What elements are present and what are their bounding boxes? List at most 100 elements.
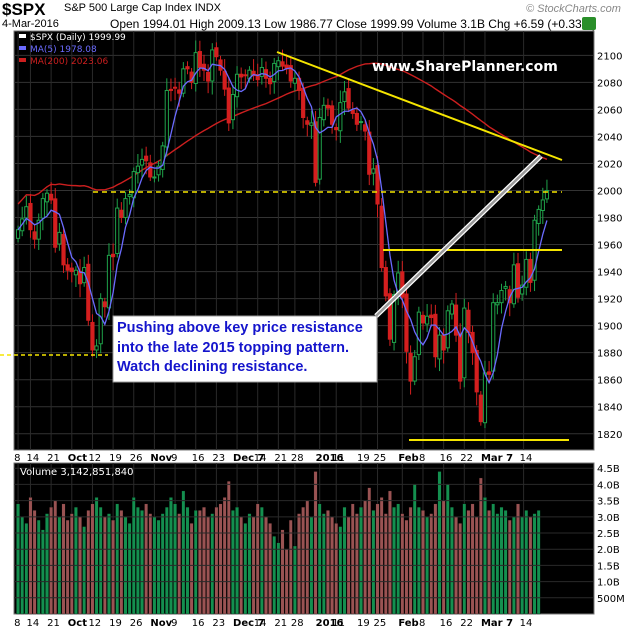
- volume-bar: [458, 523, 462, 615]
- volume-bar: [288, 519, 293, 615]
- y-tick-label: 1860: [597, 376, 622, 387]
- volume-bar: [90, 503, 95, 615]
- x-tick-label: 2016: [316, 453, 344, 464]
- candle-body: [462, 307, 467, 379]
- candle-body: [280, 61, 285, 67]
- volume-bar: [127, 523, 132, 615]
- annotation-text: Pushing above key price resistance into …: [117, 320, 363, 375]
- volume-bar: [115, 503, 120, 615]
- volume-bar: [260, 506, 264, 615]
- candle-body: [115, 207, 120, 254]
- x-tick-label-bottom: 2016: [316, 618, 344, 629]
- candle-body: [243, 74, 248, 77]
- volume-bar: [255, 503, 260, 615]
- candle-body: [544, 189, 550, 200]
- x-tick-label-bottom: 16: [192, 618, 205, 629]
- volume-bar: [466, 510, 471, 615]
- candle-body: [164, 89, 169, 148]
- candle-body: [144, 155, 149, 162]
- volume-bar: [359, 506, 363, 615]
- volume-bar: [342, 506, 347, 615]
- volume-bar: [16, 503, 20, 615]
- candle-body: [206, 71, 211, 82]
- y-tick-label: 1960: [597, 241, 622, 252]
- candle-body: [416, 311, 421, 356]
- ma200-layer: [17, 62, 548, 205]
- candle-body: [139, 158, 145, 166]
- x-tick-label-bottom: 21: [274, 618, 287, 629]
- candle-body: [379, 205, 384, 269]
- candle-body: [69, 267, 74, 273]
- volume-bar: [119, 510, 124, 615]
- x-tick-label-bottom: 16: [440, 618, 453, 629]
- volume-bar: [400, 513, 405, 615]
- candle-body: [391, 294, 397, 343]
- volume-bar: [441, 500, 446, 615]
- candle-body: [234, 73, 240, 98]
- candle-body: [474, 350, 479, 393]
- volume-bar: [268, 523, 272, 615]
- x-tick-label-bottom: 21: [47, 618, 60, 629]
- x-tick-label-bottom: Oct: [68, 618, 87, 629]
- watermark: www.SharePlanner.com: [372, 59, 558, 75]
- candle-body: [482, 372, 488, 424]
- volume-bar: [491, 503, 496, 615]
- candle-body: [36, 219, 41, 240]
- ma5-layer: [17, 63, 548, 385]
- ohlc-summary: Open 1994.01 High 2009.13 Low 1986.77 Cl…: [110, 17, 597, 31]
- x-tick-label: 11: [332, 453, 345, 464]
- x-tick-label-bottom: Nov: [150, 618, 172, 629]
- volume-y-tick-label: 2.5B: [597, 529, 620, 540]
- volume-y-tick-label: 500M: [597, 594, 625, 605]
- volume-bar: [235, 506, 239, 615]
- x-tick-label: 14: [254, 453, 267, 464]
- x-tick-label: 9: [171, 453, 177, 464]
- candle-body: [387, 293, 393, 340]
- volume-bar: [144, 503, 148, 615]
- candle-body: [57, 231, 62, 245]
- volume-y-tick-label: 4.5B: [597, 464, 620, 475]
- x-tick-label-bottom: 9: [171, 618, 177, 629]
- volume-bar: [363, 500, 367, 615]
- volume-bar: [305, 500, 310, 615]
- ma5-line: [17, 63, 548, 385]
- volume-bar: [28, 497, 33, 615]
- candle-body: [412, 356, 417, 382]
- exchange-text: INDX: [194, 2, 221, 14]
- y-tick-label: 2000: [597, 186, 622, 197]
- candle-body: [441, 334, 446, 351]
- candle-body: [305, 120, 310, 125]
- volume-bar: [293, 545, 297, 615]
- x-tick-label: 21: [47, 453, 60, 464]
- x-tick-label-bottom: 14: [26, 618, 39, 629]
- candle-body: [363, 124, 368, 132]
- volume-bar: [379, 497, 384, 615]
- candle-body: [466, 309, 471, 333]
- candle-body: [197, 51, 202, 68]
- candle-body: [453, 304, 459, 336]
- volume-bar: [322, 513, 326, 615]
- candle-body: [495, 302, 500, 306]
- y-tick-label: 1880: [597, 349, 622, 360]
- candle-body: [214, 47, 219, 58]
- x-tick-label: 19: [357, 453, 370, 464]
- candle-body: [400, 271, 405, 298]
- candle-body: [354, 112, 359, 125]
- x-tick-label: Nov: [150, 453, 172, 464]
- candle-body: [309, 122, 314, 126]
- candle-body: [528, 258, 533, 283]
- y-tick-label: 2020: [597, 159, 622, 170]
- y-tick-label: 1980: [597, 214, 622, 225]
- candle-layer: [15, 40, 550, 429]
- volume-bar: [210, 513, 215, 615]
- volume-bar: [487, 510, 491, 615]
- volume-bar: [61, 503, 66, 615]
- x-tick-label: 21: [274, 453, 287, 464]
- volume-bar: [148, 513, 153, 615]
- annotation-callout: [112, 315, 378, 383]
- volume-bar: [297, 513, 301, 615]
- candle-body: [346, 88, 351, 109]
- candle-body: [148, 162, 153, 178]
- volume-bar: [388, 490, 392, 615]
- volume-bar: [532, 513, 537, 615]
